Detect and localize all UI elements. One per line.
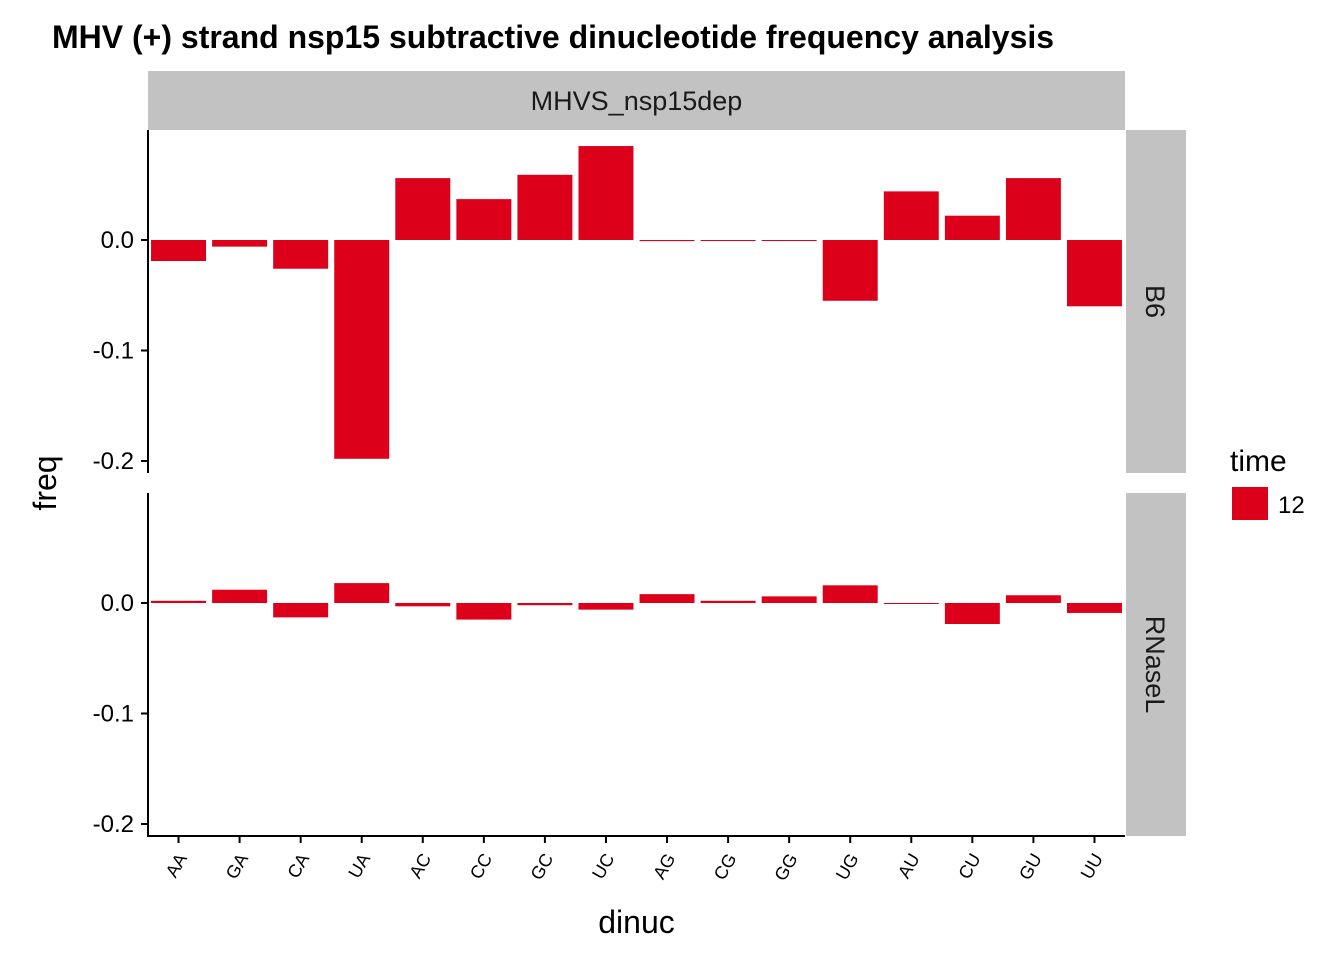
bar-B6-CA: [273, 240, 329, 269]
x-tick-label-UA: UA: [344, 850, 374, 882]
bar-RNaseL-CC: [456, 603, 512, 620]
bar-RNaseL-AA: [151, 600, 207, 603]
bar-B6-AU: [883, 191, 939, 240]
column-facet-strip: [148, 71, 1125, 130]
bar-RNaseL-GC: [517, 603, 573, 606]
bar-B6-GA: [212, 240, 268, 247]
x-axis-title: dinuc: [598, 904, 675, 940]
column-facet-label: MHVS_nsp15dep: [531, 86, 743, 116]
x-tick-label-CA: CA: [283, 850, 313, 882]
bar-RNaseL-AG: [639, 594, 695, 603]
bar-B6-AG: [639, 240, 695, 242]
bar-RNaseL-CU: [944, 603, 1000, 624]
bar-RNaseL-AC: [395, 603, 451, 607]
x-tick-label-AG: AG: [649, 850, 679, 883]
x-tick-label-CU: CU: [954, 850, 984, 883]
chart-title: MHV (+) strand nsp15 subtractive dinucle…: [52, 19, 1054, 55]
y-tick-label-B6: 0.0: [101, 227, 134, 254]
x-tick-label-AC: AC: [405, 850, 435, 882]
bar-RNaseL-UG: [822, 585, 878, 603]
x-tick-label-GG: GG: [770, 850, 801, 884]
legend-swatch: [1232, 487, 1268, 520]
bar-RNaseL-CG: [700, 600, 756, 603]
y-tick-label-RNaseL: -0.1: [93, 701, 134, 728]
bar-B6-CC: [456, 199, 512, 240]
x-tick-label-CG: CG: [710, 850, 741, 883]
x-axis: AA GA CA UA AC CC GC UC AG CG GG UG AU CU GU UU: [147, 835, 1125, 884]
bar-RNaseL-GA: [212, 589, 268, 603]
x-tick-label-GA: GA: [222, 850, 252, 883]
bar-B6-GC: [517, 174, 573, 240]
bar-RNaseL-GU: [1005, 595, 1061, 603]
x-tick-label-GC: GC: [527, 850, 558, 883]
x-tick-label-UG: UG: [832, 850, 863, 883]
bar-B6-CU: [944, 215, 1000, 240]
legend: time 12: [1230, 445, 1305, 520]
bar-RNaseL-UC: [578, 603, 634, 610]
bar-B6-UC: [578, 146, 634, 240]
x-tick-label-AU: AU: [894, 850, 924, 882]
y-tick-label-RNaseL: -0.2: [93, 811, 134, 838]
y-tick-label-B6: -0.2: [93, 448, 134, 475]
x-tick-label-GU: GU: [1015, 850, 1046, 883]
legend-title: time: [1230, 445, 1287, 478]
row-facet-label-RNaseL: RNaseL: [1140, 616, 1170, 714]
y-axis-title: freq: [27, 455, 63, 510]
row-facet-label-B6: B6: [1140, 285, 1170, 318]
bar-B6-CG: [700, 240, 756, 241]
bar-B6-GU: [1005, 178, 1061, 240]
bar-RNaseL-UU: [1066, 603, 1122, 613]
bar-RNaseL-GG: [761, 596, 817, 603]
x-tick-label-UC: UC: [588, 850, 618, 883]
bar-B6-AA: [151, 240, 207, 261]
bar-B6-UU: [1066, 240, 1122, 307]
x-tick-label-AA: AA: [162, 850, 191, 881]
panel-B6: 0.0 -0.1 -0.2 B6: [93, 130, 1186, 475]
y-tick-label-B6: -0.1: [93, 338, 134, 365]
y-tick-label-RNaseL: 0.0: [101, 590, 134, 617]
bar-B6-GG: [761, 240, 817, 241]
x-tick-label-CC: CC: [466, 850, 496, 883]
panel-RNaseL: 0.0 -0.1 -0.2 RNaseL: [93, 493, 1186, 838]
legend-entry-label: 12: [1278, 492, 1305, 519]
bar-B6-UG: [822, 240, 878, 301]
facet-panels: 0.0 -0.1 -0.2 B6 0.0 -0.1 -0.2 RNaseL: [93, 130, 1186, 838]
row-facet-strip-B6: [1126, 130, 1186, 473]
bar-B6-AC: [395, 178, 451, 240]
row-facet-strip-RNaseL: [1126, 493, 1186, 836]
bar-RNaseL-UA: [334, 583, 390, 603]
bar-RNaseL-CA: [273, 603, 329, 618]
bar-B6-UA: [334, 240, 390, 459]
bar-RNaseL-AU: [883, 603, 939, 604]
x-tick-label-UU: UU: [1077, 850, 1107, 883]
